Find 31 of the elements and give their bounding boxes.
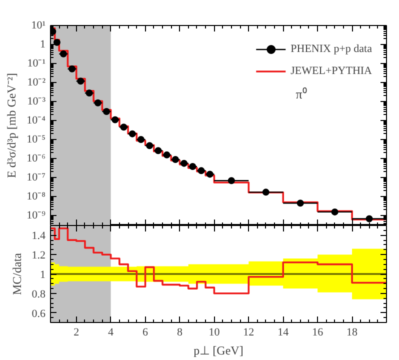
x-tick-label: 10 [208,326,220,338]
y-tick-label: 10⁻¹ [27,58,46,70]
x-tick-label: 12 [243,326,254,338]
y-tick-label: 1 [40,38,46,51]
x-tick-label: 18 [346,326,358,338]
x-tick-label: 16 [312,326,324,338]
y-axis-title: MC/data [10,252,24,295]
legend-label: PHENIX p+p data [290,43,372,55]
y-tick-label: 1.2 [32,250,46,262]
x-axis-title: p⊥ [GeV] [194,344,244,358]
y-tick-label: 10⁻² [27,76,46,89]
x-tick-label: 8 [176,326,183,338]
y-tick-label: 1.4 [32,230,46,242]
legend-label: JEWEL+PYTHIA [290,65,372,77]
x-tick-label: 4 [108,326,114,338]
annotation: π⁰ [296,86,308,102]
y-tick-label: 10⁻⁸ [26,190,46,203]
x-tick-label: 14 [278,326,290,338]
y-tick-label: 10⁻⁵ [26,134,46,146]
y-tick-label: 0.6 [32,308,46,320]
y-tick-label: 0.8 [32,288,46,300]
y-axis-title: E d³σ/d³p [mb GeV⁻²] [4,73,19,178]
y-tick-label: 10⁻⁷ [26,172,46,184]
y-tick-label: 1 [40,269,46,281]
y-tick-label: 10⁻⁴ [26,114,46,127]
y-tick-label: 10⁻⁶ [26,152,46,165]
y-tick-label: 10¹ [31,20,46,32]
x-tick-label: 6 [142,326,149,338]
x-tick-label: 2 [74,326,80,338]
y-tick-label: 10⁻³ [27,96,46,108]
y-tick-label: 10⁻⁹ [26,210,46,222]
